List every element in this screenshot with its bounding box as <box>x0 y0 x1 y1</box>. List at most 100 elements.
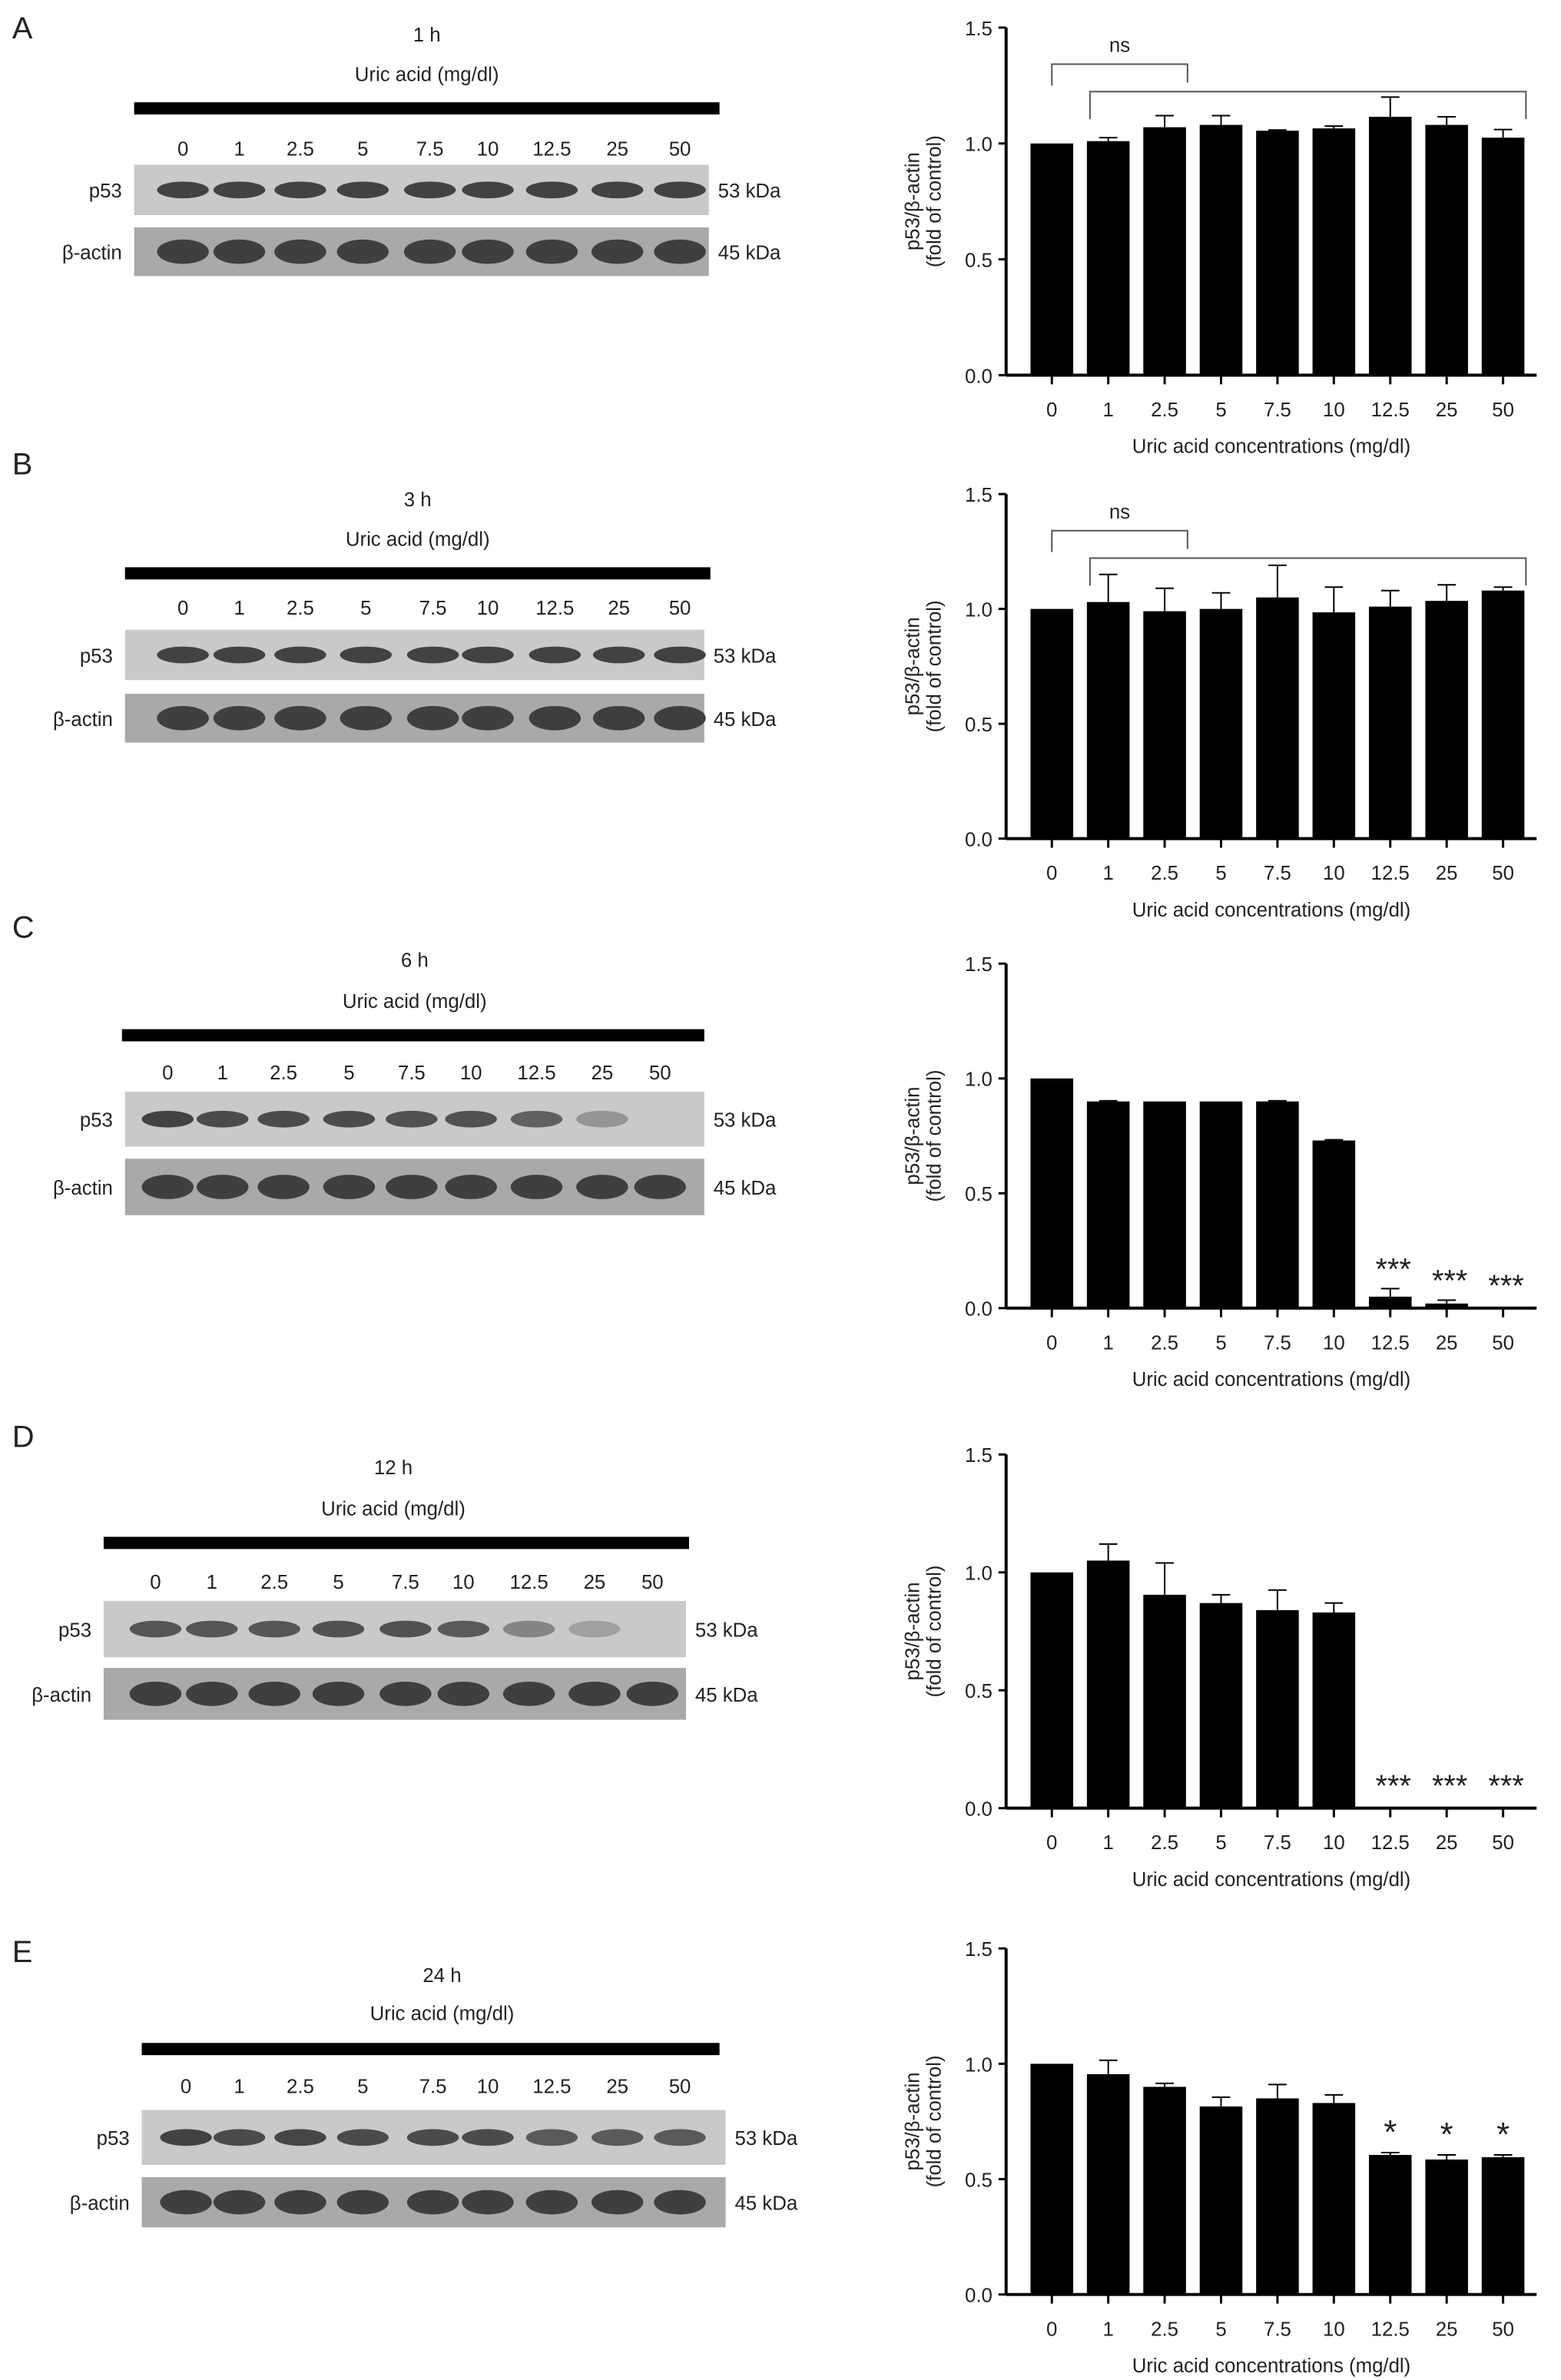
lane-label: 2.5 <box>287 2077 314 2098</box>
treatment-bar <box>141 2043 720 2056</box>
lane-label: 10 <box>452 1572 475 1593</box>
lane-label: 2.5 <box>270 1062 297 1084</box>
band <box>213 2189 266 2215</box>
bar <box>1312 128 1356 376</box>
treatment-bar <box>134 102 720 115</box>
time-label: 24 h <box>423 1965 461 1987</box>
band <box>591 239 644 264</box>
lane-label: 12.5 <box>532 2077 571 2098</box>
band <box>336 239 389 264</box>
bar <box>1086 1101 1130 1308</box>
bar <box>1030 608 1073 839</box>
lane-label: 12.5 <box>517 1062 555 1084</box>
p53-blot <box>124 1092 704 1147</box>
band <box>248 1620 300 1638</box>
band <box>462 705 514 731</box>
treatment-label: Uric acid (mg/dl) <box>355 64 499 85</box>
x-tick-label: 25 <box>1436 1332 1458 1354</box>
treatment-bar <box>121 1029 704 1042</box>
y-tick-label: 0.0 <box>965 1799 993 1821</box>
bar <box>1143 127 1186 376</box>
band <box>160 2129 212 2146</box>
bar <box>1143 1101 1186 1308</box>
band <box>323 1110 376 1128</box>
beta-actin-label: β-actin <box>53 1178 113 1199</box>
band <box>157 646 209 664</box>
lane-label: 7.5 <box>416 139 444 161</box>
bar <box>1143 2087 1186 2295</box>
band <box>141 1110 194 1128</box>
beta-actin-label: β-actin <box>62 243 122 264</box>
beta-actin-blot <box>134 227 709 277</box>
lane-label: 25 <box>606 2077 628 2098</box>
x-axis-label: Uric acid concentrations (mg/dl) <box>1132 1369 1411 1391</box>
y-tick-label: 1.0 <box>965 2054 993 2076</box>
band <box>340 705 392 731</box>
band <box>462 2129 514 2146</box>
x-tick-label: 1 <box>1102 399 1113 421</box>
comparison-bracket <box>1051 529 1188 552</box>
bar <box>1086 602 1130 839</box>
y-tick-label: 1.0 <box>965 1069 993 1091</box>
lane-label: 7.5 <box>392 1572 419 1593</box>
x-tick-label: 7.5 <box>1264 1332 1291 1354</box>
lane-label: 25 <box>584 1572 606 1593</box>
lane-label: 50 <box>669 139 691 161</box>
band <box>403 181 456 199</box>
x-tick-label: 0 <box>1046 1832 1057 1854</box>
bar <box>1143 1594 1186 1808</box>
y-tick-label: 1.5 <box>965 1445 993 1467</box>
band <box>462 181 514 199</box>
band <box>462 646 514 664</box>
y-tick-label: 0.5 <box>965 1681 993 1702</box>
band <box>379 1681 432 1706</box>
time-label: 1 h <box>413 25 441 46</box>
panel-letter: A <box>12 12 33 45</box>
bar <box>1312 2103 1356 2295</box>
y-tick-label: 1.0 <box>965 134 993 156</box>
x-tick-label: 5 <box>1215 2319 1226 2340</box>
bar <box>1086 141 1130 376</box>
band <box>213 705 266 731</box>
band <box>510 1110 563 1128</box>
band <box>312 1681 365 1706</box>
band <box>525 2189 578 2215</box>
significance-marker: * <box>1496 2116 1510 2153</box>
treatment-bar <box>103 1536 689 1550</box>
lane-label: 0 <box>181 2077 191 2098</box>
p53-blot <box>141 2110 726 2166</box>
band <box>568 1681 621 1706</box>
band <box>626 1681 679 1706</box>
band <box>510 1175 563 1199</box>
y-axis-label: (fold of control) <box>923 1070 945 1202</box>
band <box>274 705 326 731</box>
x-tick-label: 50 <box>1492 863 1514 884</box>
p53-blot <box>103 1600 686 1658</box>
band <box>379 1620 432 1638</box>
treatment-label: Uric acid (mg/dl) <box>370 2003 515 2024</box>
band <box>196 1175 249 1199</box>
panel-letter: B <box>12 447 32 481</box>
bar <box>1481 138 1525 376</box>
band <box>525 239 578 264</box>
bar <box>1256 1609 1299 1808</box>
band <box>529 705 582 731</box>
lane-label: 25 <box>591 1062 613 1084</box>
x-tick-label: 1 <box>1102 1332 1113 1354</box>
band <box>257 1110 310 1128</box>
x-tick-label: 0 <box>1046 399 1057 421</box>
y-tick-label: 0.0 <box>965 366 993 387</box>
x-tick-label: 0 <box>1046 1332 1057 1354</box>
bar <box>1086 2073 1130 2295</box>
comparison-bracket <box>1089 91 1527 119</box>
band <box>591 181 644 199</box>
x-axis-label: Uric acid concentrations (mg/dl) <box>1132 2355 1411 2377</box>
band <box>186 1620 238 1638</box>
band <box>654 646 706 664</box>
band <box>274 2189 326 2215</box>
